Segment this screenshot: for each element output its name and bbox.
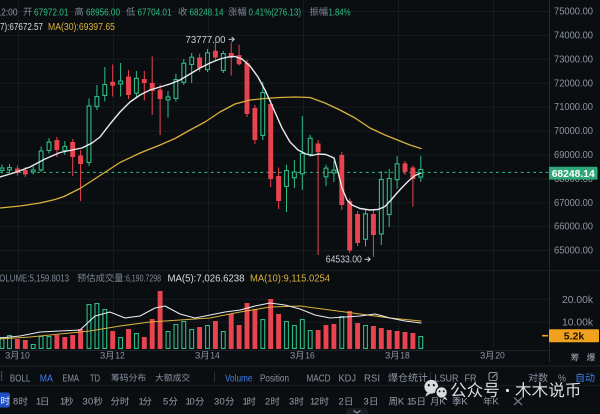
svg-text:MA(10):9,115.0254: MA(10):9,115.0254 (250, 273, 330, 284)
svg-text:1: 1 (139, 396, 144, 407)
svg-text:68248.14: 68248.14 (552, 169, 595, 180)
svg-text:1: 1 (36, 396, 41, 407)
svg-text:3: 3 (195, 351, 200, 362)
svg-text:BOLL: BOLL (10, 373, 31, 384)
svg-text:%: % (558, 373, 566, 384)
svg-text:EMA: EMA (63, 373, 80, 384)
svg-text:3: 3 (480, 351, 485, 362)
svg-text:Volume: Volume (225, 373, 253, 384)
svg-text:TD: TD (90, 373, 100, 384)
svg-text:16: 16 (305, 351, 315, 362)
svg-text:3: 3 (364, 396, 369, 407)
svg-text:K: K (461, 396, 468, 407)
svg-text:FR: FR (465, 373, 477, 384)
svg-text:MA: MA (40, 373, 53, 384)
svg-text:1: 1 (243, 396, 248, 407)
svg-text:1: 1 (310, 396, 315, 407)
svg-text:20.00k: 20.00k (562, 295, 594, 306)
svg-text:3: 3 (83, 396, 88, 407)
svg-text:3: 3 (5, 351, 10, 362)
svg-text:1.84%: 1.84% (329, 7, 351, 18)
svg-text:74000.00: 74000.00 (554, 31, 593, 42)
svg-text:0.41%(276.13): 0.41%(276.13) (249, 7, 302, 18)
svg-text:64533.00: 64533.00 (326, 254, 362, 265)
svg-text:75000.00: 75000.00 (554, 7, 593, 18)
svg-text:73000.00: 73000.00 (554, 54, 593, 65)
svg-text:5: 5 (163, 396, 168, 407)
svg-text:3: 3 (100, 351, 105, 362)
svg-text:K: K (492, 396, 499, 407)
svg-text:3: 3 (385, 351, 390, 362)
svg-text:3: 3 (289, 396, 294, 407)
svg-text:66000.00: 66000.00 (554, 222, 593, 233)
svg-text:69000.00: 69000.00 (554, 150, 593, 161)
svg-text:1: 1 (407, 396, 412, 407)
svg-text:10.00k: 10.00k (562, 318, 594, 329)
svg-text:1: 1 (60, 396, 65, 407)
svg-text:2: 2 (265, 396, 270, 407)
svg-text:K: K (398, 396, 405, 407)
svg-text:8: 8 (13, 396, 18, 407)
svg-text:65000.00: 65000.00 (554, 246, 593, 257)
svg-text:73777.00: 73777.00 (186, 35, 226, 46)
svg-text:67000.00: 67000.00 (554, 198, 593, 209)
svg-text:12: 12 (115, 351, 125, 362)
svg-text:KDJ: KDJ (339, 373, 357, 384)
svg-text:68956.00: 68956.00 (86, 7, 120, 18)
svg-text:68248.14: 68248.14 (190, 7, 224, 18)
svg-text:10: 10 (20, 351, 30, 362)
svg-text:MACD: MACD (307, 373, 331, 384)
svg-text:RSI: RSI (364, 373, 380, 384)
svg-text:3: 3 (214, 396, 219, 407)
svg-text:2: 2 (339, 396, 344, 407)
svg-text:MA(30):69397.65: MA(30):69397.65 (48, 22, 115, 33)
svg-text:14: 14 (210, 351, 220, 362)
svg-text:3: 3 (290, 351, 295, 362)
svg-text:K: K (439, 396, 446, 407)
svg-text:LSUR: LSUR (435, 373, 459, 384)
svg-text:20: 20 (495, 351, 505, 362)
svg-text:MA(5):7,026.6238: MA(5):7,026.6238 (168, 273, 245, 284)
svg-text:67704.01: 67704.01 (138, 7, 172, 18)
svg-text:72000.00: 72000.00 (554, 78, 593, 89)
svg-text:70000.00: 70000.00 (554, 126, 593, 137)
svg-text:7):67672.57: 7):67672.57 (0, 22, 43, 33)
svg-text:2: 2 (314, 396, 319, 407)
svg-text::6,190.7298: :6,190.7298 (124, 273, 161, 284)
svg-text:0: 0 (190, 396, 195, 407)
svg-text:12:00: 12:00 (0, 7, 18, 18)
svg-text:71000.00: 71000.00 (554, 102, 593, 113)
svg-text:Position: Position (260, 373, 289, 384)
svg-text:VOLUME:5,159.8013: VOLUME:5,159.8013 (0, 273, 69, 284)
svg-text:0: 0 (88, 396, 93, 407)
svg-text:5.2k: 5.2k (564, 331, 585, 343)
svg-text:5: 5 (411, 396, 416, 407)
svg-text:67972.01: 67972.01 (34, 7, 69, 18)
svg-text:1: 1 (186, 396, 191, 407)
svg-text:18: 18 (400, 351, 410, 362)
svg-text:0: 0 (220, 396, 225, 407)
